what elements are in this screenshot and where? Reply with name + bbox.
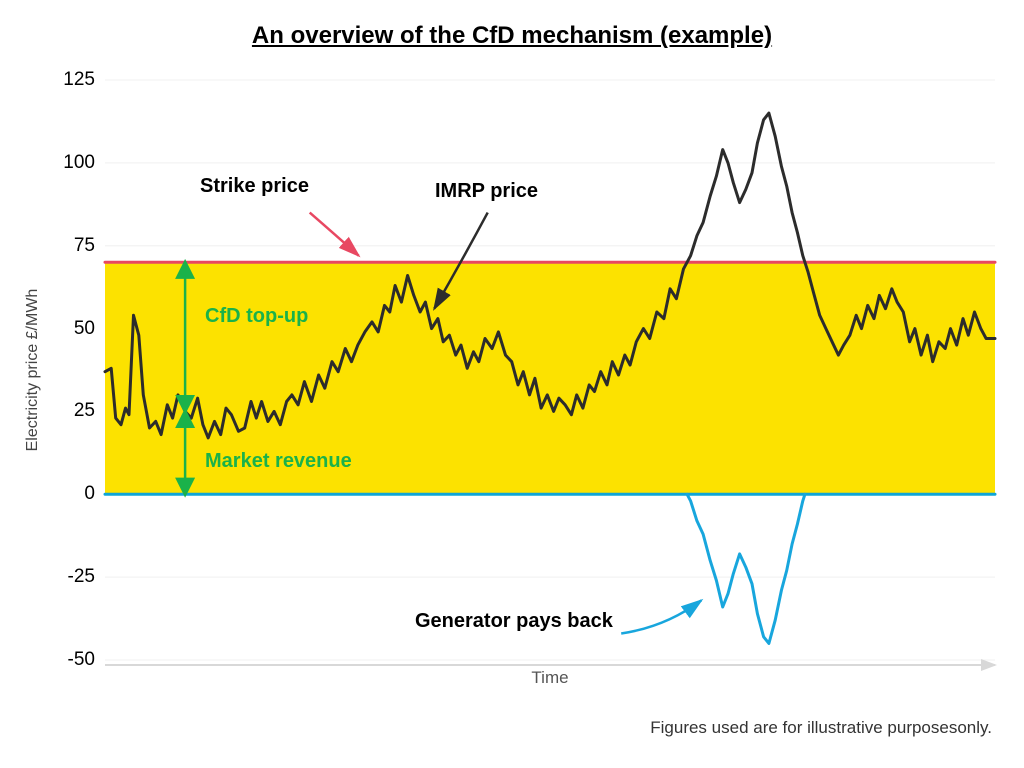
y-tick-label: -25: [45, 566, 95, 588]
y-axis-label: Electricity price £/MWh: [24, 260, 42, 480]
market-revenue-label: Market revenue: [205, 450, 352, 473]
y-tick-label: 25: [45, 400, 95, 422]
strike-price-label: Strike price: [200, 175, 309, 198]
cfd-topup-label: CfD top-up: [205, 305, 308, 328]
plot-area: -50-250255075100125 Strike price IMRP pr…: [105, 80, 995, 660]
chart-footnote: Figures used are for illustrative purpos…: [650, 718, 992, 738]
y-tick-label: 50: [45, 318, 95, 340]
x-axis-label: Time: [105, 668, 995, 688]
y-tick-label: 75: [45, 235, 95, 257]
y-tick-label: 100: [45, 152, 95, 174]
chart-title: An overview of the CfD mechanism (exampl…: [0, 22, 1024, 50]
y-tick-label: -50: [45, 649, 95, 671]
imrp-price-label: IMRP price: [435, 180, 538, 203]
generator-pays-back-label: Generator pays back: [415, 610, 613, 633]
y-tick-label: 0: [45, 483, 95, 505]
chart-svg: [105, 80, 995, 660]
y-axis-label-container: Electricity price £/MWh: [18, 80, 43, 660]
y-tick-label: 125: [45, 69, 95, 91]
